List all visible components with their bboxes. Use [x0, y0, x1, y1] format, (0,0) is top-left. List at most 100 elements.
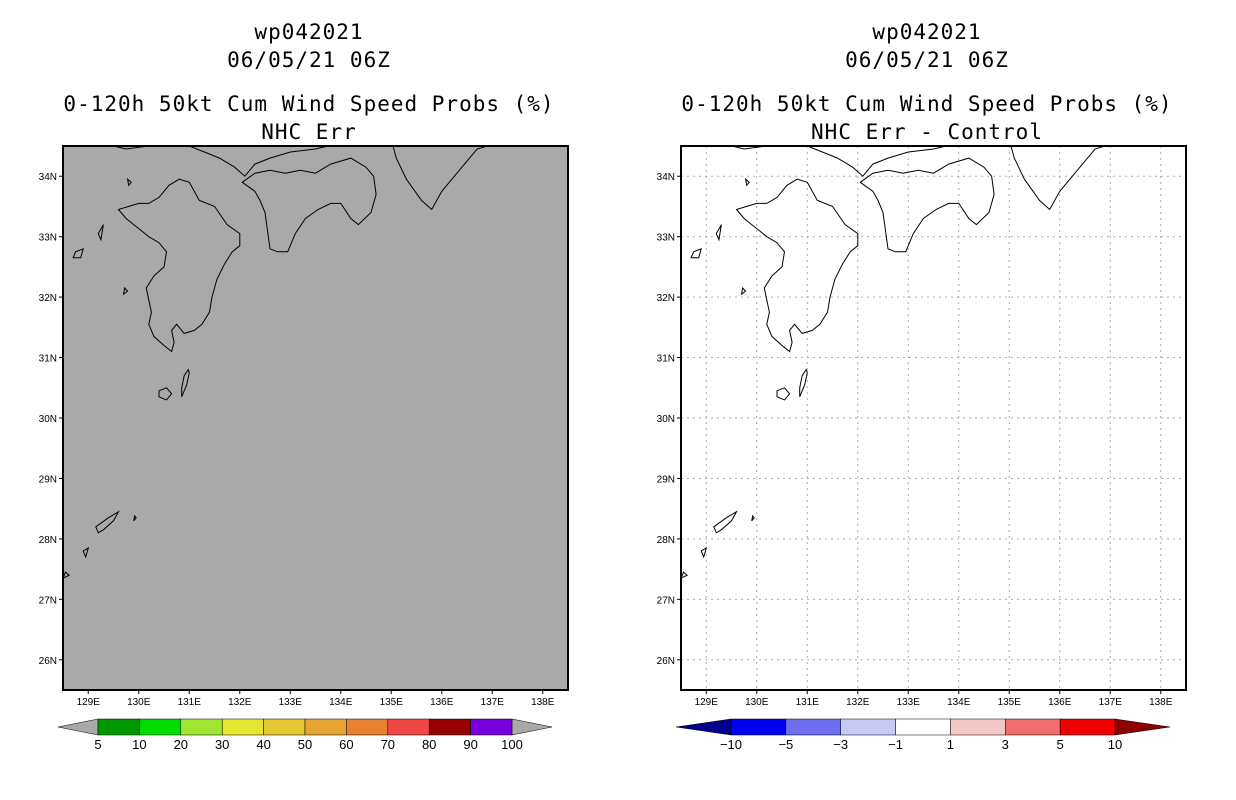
coastline-tokuno	[82, 546, 90, 559]
colorbar-label: 30	[215, 737, 229, 752]
lat-tick-label: 34N	[39, 172, 57, 183]
product-subtitle: NHC Err - Control	[811, 120, 1043, 144]
lat-tick-label: 32N	[657, 293, 675, 304]
coastline-amami	[713, 510, 738, 534]
colorbar-swatch	[730, 718, 787, 736]
colorbar-label: 20	[174, 737, 188, 752]
colorbar-swatch	[470, 718, 513, 736]
colorbar-swatch	[387, 718, 430, 736]
lon-tick-label: 137E	[481, 697, 505, 708]
lat-tick-label: 26N	[657, 656, 675, 667]
plot-area	[63, 146, 568, 690]
colorbar-label: 3	[1002, 737, 1009, 752]
lat-tick-label: 28N	[657, 535, 675, 546]
coastline-yakushima	[776, 387, 791, 401]
colorbar-left: 5 10 20 30 40 50 60 70 80 90 100	[57, 718, 553, 752]
lat-tick-label: 26N	[39, 656, 57, 667]
coastline-honshu	[731, 146, 1106, 211]
colorbar-label: 90	[463, 737, 477, 752]
lon-tick-label: 129E	[695, 697, 719, 708]
colorbar-label: 60	[339, 737, 353, 752]
lat-tick-label: 30N	[39, 414, 57, 425]
colorbar-label: 50	[298, 737, 312, 752]
coastline-okinoerabu	[63, 571, 70, 579]
lon-tick-label: 131E	[796, 697, 820, 708]
coastline-goto	[72, 247, 84, 259]
colorbar-label: 100	[501, 737, 523, 752]
coastline-shikoku	[241, 157, 377, 253]
colorbar-swatch	[1005, 718, 1061, 736]
colorbar-swatch	[304, 718, 347, 736]
lon-tick-label: 131E	[178, 697, 202, 708]
datetime: 06/05/21 06Z	[845, 48, 1009, 72]
colorbar-high-triangle	[1114, 718, 1171, 736]
lon-tick-label: 133E	[279, 697, 303, 708]
lat-tick-label: 27N	[657, 595, 675, 606]
colorbar-swatch	[1059, 718, 1116, 736]
coastline-tanegashima	[799, 368, 808, 397]
lon-tick-label: 129E	[77, 697, 101, 708]
coastlines	[681, 146, 1106, 579]
lat-tick-label: 29N	[657, 474, 675, 485]
lat-tick-label: 33N	[39, 233, 57, 244]
lat-tick-label: 31N	[39, 354, 57, 365]
lon-tick-label: 136E	[430, 697, 454, 708]
lon-tick-label: 136E	[1048, 697, 1072, 708]
colorbar-high-triangle	[511, 718, 553, 736]
lat-tick-label: 28N	[39, 535, 57, 546]
lon-tick-label: 137E	[1099, 697, 1123, 708]
colorbar-swatch	[950, 718, 1006, 736]
coastline-kikai	[133, 514, 137, 522]
product-title: 0-120h 50kt Cum Wind Speed Probs (%)	[63, 92, 555, 116]
colorbar-swatch	[428, 718, 471, 736]
lon-tick-label: 138E	[531, 697, 555, 708]
coastline-shikoku	[859, 157, 995, 253]
coastline-tsushima_bits	[715, 224, 722, 242]
gridlines	[681, 146, 1186, 690]
lon-tick-label: 138E	[1149, 697, 1173, 708]
lon-tick-label: 135E	[998, 697, 1022, 708]
product-subtitle: NHC Err	[261, 120, 357, 144]
coastline-kikai	[751, 514, 755, 522]
colorbar-label: 1	[947, 737, 954, 752]
colorbar-swatch	[180, 718, 223, 736]
colorbar-label: 5	[1057, 737, 1064, 752]
colorbar-label: −5	[778, 737, 793, 752]
storm-id: wp042021	[254, 20, 364, 44]
colorbar-label: 70	[381, 737, 395, 752]
lat-tick-label: 29N	[39, 474, 57, 485]
colorbar-low-triangle	[675, 718, 732, 736]
lon-tick-label: 135E	[380, 697, 404, 708]
coastline-island_n	[744, 177, 750, 187]
lat-tick-label: 32N	[39, 293, 57, 304]
coastline-amami	[95, 510, 120, 534]
lon-tick-label: 130E	[127, 697, 151, 708]
colorbar-swatch	[221, 718, 264, 736]
colorbar-label: 10	[132, 737, 146, 752]
storm-id: wp042021	[872, 20, 982, 44]
lon-tick-label: 132E	[228, 697, 252, 708]
left-panel: wp042021 06/05/21 06Z 0-120h 50kt Cum Wi…	[39, 20, 569, 752]
coastline-kyushu	[735, 178, 859, 353]
coastlines	[63, 146, 488, 579]
colorbar-label: 10	[1108, 737, 1122, 752]
coastline-honshu	[113, 146, 488, 211]
colorbar-swatch	[840, 718, 896, 736]
colorbar-swatch	[97, 718, 140, 736]
lat-tick-label: 31N	[657, 354, 675, 365]
product-title: 0-120h 50kt Cum Wind Speed Probs (%)	[681, 92, 1173, 116]
coastline-tokuno	[700, 546, 708, 559]
colorbar-low-triangle	[57, 718, 99, 736]
coastline-okinoerabu	[681, 571, 688, 579]
datetime: 06/05/21 06Z	[227, 48, 391, 72]
colorbar-label: 80	[422, 737, 436, 752]
colorbar-label: −1	[888, 737, 903, 752]
coastline-tsushima_bits	[97, 224, 104, 242]
colorbar-label: 40	[256, 737, 270, 752]
colorbar-right: −10 −5 −3 −1 1 3 5 10	[675, 718, 1171, 752]
coastline-kyushu	[117, 178, 241, 353]
left-map: 34N 33N 32N 31N 30N 29N 28N 27N 26N 129E 130E 131E 1…	[39, 145, 569, 752]
lat-tick-label: 27N	[39, 595, 57, 606]
lon-tick-label: 130E	[745, 697, 769, 708]
lon-tick-label: 134E	[329, 697, 353, 708]
